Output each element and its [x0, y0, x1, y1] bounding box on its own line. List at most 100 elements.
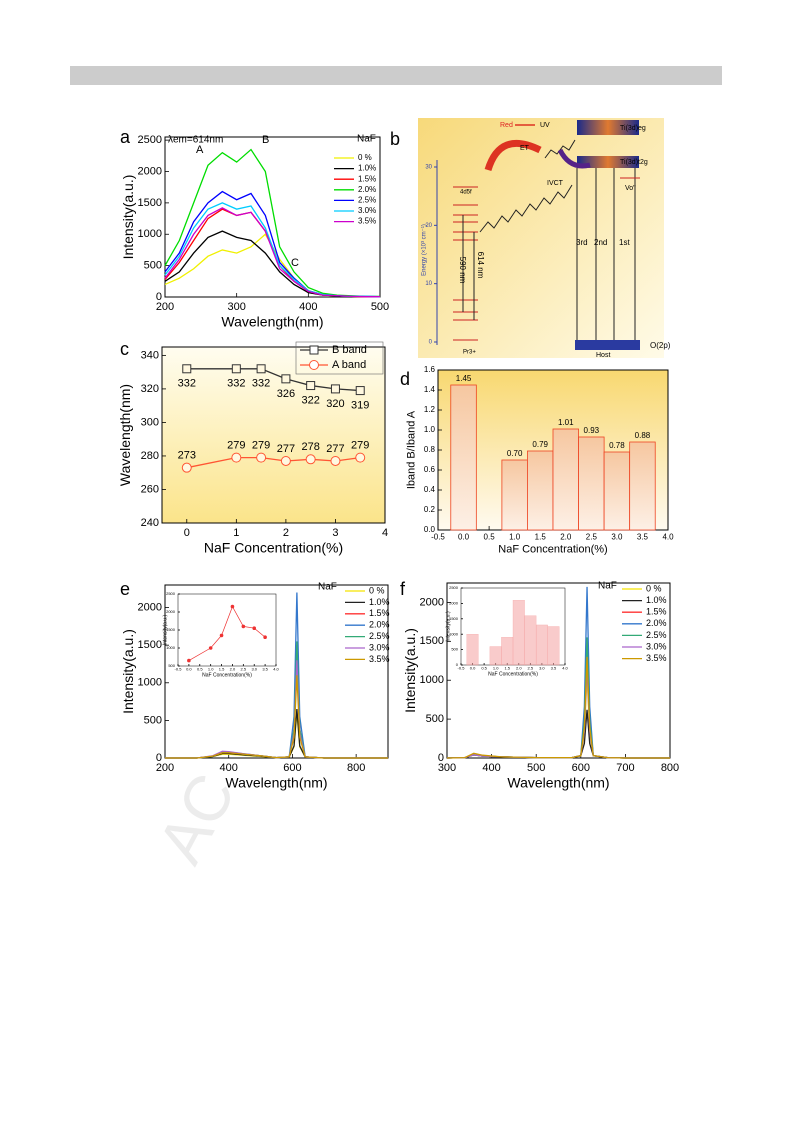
y-tick-label: 1000 [138, 677, 162, 689]
bar [527, 450, 554, 531]
marker [231, 452, 242, 463]
y-tick-label: 2000 [138, 165, 162, 177]
value-label: 332 [227, 378, 245, 390]
annotation: λem=614nm [168, 135, 223, 146]
legend-label: 0 % [358, 153, 372, 162]
t2g-band [577, 156, 639, 168]
panel-label: c [120, 339, 129, 359]
legend-label: 1.5% [358, 174, 376, 183]
legend-label: A band [332, 359, 366, 371]
marker [306, 381, 316, 391]
y-tick-label: 0.6 [424, 465, 436, 474]
x-axis-label: NaF Concentration(%) [498, 543, 607, 555]
diagram-text: ET [520, 145, 530, 152]
y-tick-label: 1000 [449, 631, 459, 636]
diagram-text: Ti(3d)t2g [620, 159, 648, 166]
diagram-text: 1st [619, 238, 630, 247]
x-tick-label: 3.5 [262, 667, 268, 672]
diagram-text: 4d5f [460, 190, 472, 196]
legend-label: 1.0% [369, 597, 390, 607]
value-label: 326 [277, 388, 295, 400]
x-tick-label: 400 [482, 762, 500, 774]
x-tick-label: -0.5 [431, 532, 445, 541]
legend-label: 0 % [646, 583, 662, 593]
bar [547, 626, 560, 666]
x-tick-label: 4.0 [273, 667, 279, 672]
bar [466, 634, 479, 666]
legend-label: 3.0% [646, 641, 667, 651]
diagram-text: 590 nm [458, 257, 467, 284]
bar [535, 624, 548, 666]
x-tick-label: 0.5 [197, 667, 203, 672]
y-tick-label: 320 [141, 383, 159, 395]
legend-label: 3.5% [358, 217, 376, 226]
x-tick-label: 3.5 [637, 532, 649, 541]
x-tick-label: 0.5 [481, 666, 487, 671]
y-axis-label: Intensity(a.u.) [120, 175, 136, 260]
bar [603, 451, 631, 531]
bar [552, 428, 579, 531]
o2p-band [575, 340, 640, 350]
annotation: C [291, 257, 299, 269]
x-tick-label: 3.5 [551, 666, 557, 671]
x-tick-label: 3.0 [611, 532, 623, 541]
legend-title: NaF [357, 134, 376, 145]
panel-label: a [120, 127, 131, 147]
y-tick-label: 1500 [138, 197, 162, 209]
x-tick-label: 2.0 [560, 532, 572, 541]
annotation: A [196, 144, 204, 156]
x-tick-label: 1.0 [509, 532, 521, 541]
panel-label: f [400, 579, 406, 599]
diagram-text: IVCT [547, 180, 564, 187]
x-tick-label: 1.5 [219, 667, 225, 672]
legend-label: 3.5% [369, 654, 390, 664]
marker [241, 624, 246, 629]
x-tick-label: 2.0 [516, 666, 522, 671]
plot-area [177, 593, 277, 667]
y-axis-label: Intensity(a.u.) [402, 628, 418, 713]
x-tick-label: 1.5 [504, 666, 510, 671]
marker [355, 386, 365, 396]
x-axis-label: NaF Concentration(%) [488, 672, 538, 678]
diagram [418, 118, 664, 358]
marker [231, 364, 241, 374]
value-label: 278 [301, 441, 319, 453]
x-tick-label: 400 [299, 301, 317, 313]
marker [256, 452, 267, 463]
legend-label: 3.0% [369, 642, 390, 652]
diagram-text: Red [500, 122, 513, 129]
series-line [164, 207, 380, 298]
y-tick-label: 1000 [166, 645, 176, 650]
y-tick-label: 340 [141, 349, 159, 361]
y-tick-label: 1.6 [424, 365, 436, 374]
y-tick-label: 500 [426, 713, 444, 725]
x-tick-label: 500 [527, 762, 545, 774]
value-label: 279 [351, 440, 369, 452]
legend-label: 2.0% [369, 620, 390, 630]
y-tick-label: 500 [451, 647, 458, 652]
legend-label: 2.5% [369, 631, 390, 641]
value-label: 332 [178, 378, 196, 390]
x-tick-label: 1.5 [535, 532, 547, 541]
x-axis-label: Wavelength(nm) [225, 775, 327, 791]
y-tick-label: 1500 [166, 627, 176, 632]
diagram-text: Ti(3d)eg [620, 125, 646, 132]
y-tick-label: 0 [456, 662, 459, 667]
legend-box [295, 341, 384, 375]
diagram-text: Pr3+ [463, 350, 476, 356]
diagram-text: O(2p) [650, 341, 671, 350]
x-tick-label: 0 [184, 527, 190, 539]
y-tick-label: 1000 [420, 674, 444, 686]
legend-label: 3.0% [358, 206, 376, 215]
y-tick-label: 1500 [420, 635, 444, 647]
bar [512, 600, 525, 666]
marker [182, 364, 192, 374]
y-tick-label: 240 [141, 517, 159, 529]
value-label: 0.88 [635, 431, 651, 440]
legend-label: 0 % [369, 585, 385, 595]
x-tick-label: 2 [283, 527, 289, 539]
y-tick-label: 10 [425, 281, 432, 287]
x-tick-label: 400 [220, 762, 238, 774]
legend-marker [309, 360, 319, 370]
